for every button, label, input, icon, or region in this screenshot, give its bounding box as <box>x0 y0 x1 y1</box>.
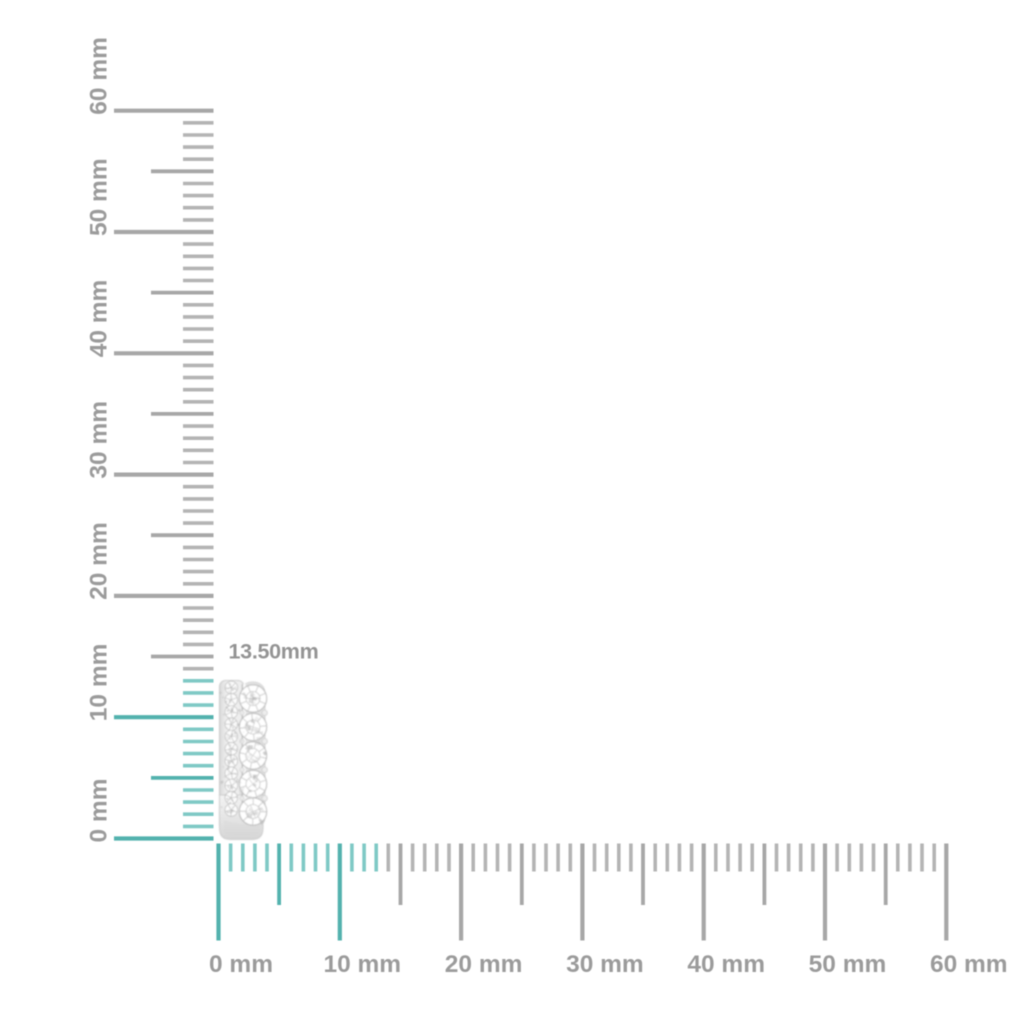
svg-text:50 mm: 50 mm <box>809 951 887 978</box>
svg-text:13.50mm: 13.50mm <box>229 640 319 664</box>
svg-text:30 mm: 30 mm <box>86 401 113 479</box>
svg-text:50 mm: 50 mm <box>86 158 113 236</box>
svg-text:20 mm: 20 mm <box>445 951 523 978</box>
svg-text:20 mm: 20 mm <box>86 522 113 600</box>
svg-text:0 mm: 0 mm <box>209 951 273 978</box>
svg-text:40 mm: 40 mm <box>86 280 113 358</box>
svg-text:60 mm: 60 mm <box>86 37 113 115</box>
svg-text:10 mm: 10 mm <box>323 951 401 978</box>
svg-text:30 mm: 30 mm <box>566 951 644 978</box>
svg-text:10 mm: 10 mm <box>86 644 113 722</box>
svg-text:40 mm: 40 mm <box>687 951 765 978</box>
svg-text:0 mm: 0 mm <box>86 778 113 842</box>
svg-text:60 mm: 60 mm <box>930 951 1008 978</box>
